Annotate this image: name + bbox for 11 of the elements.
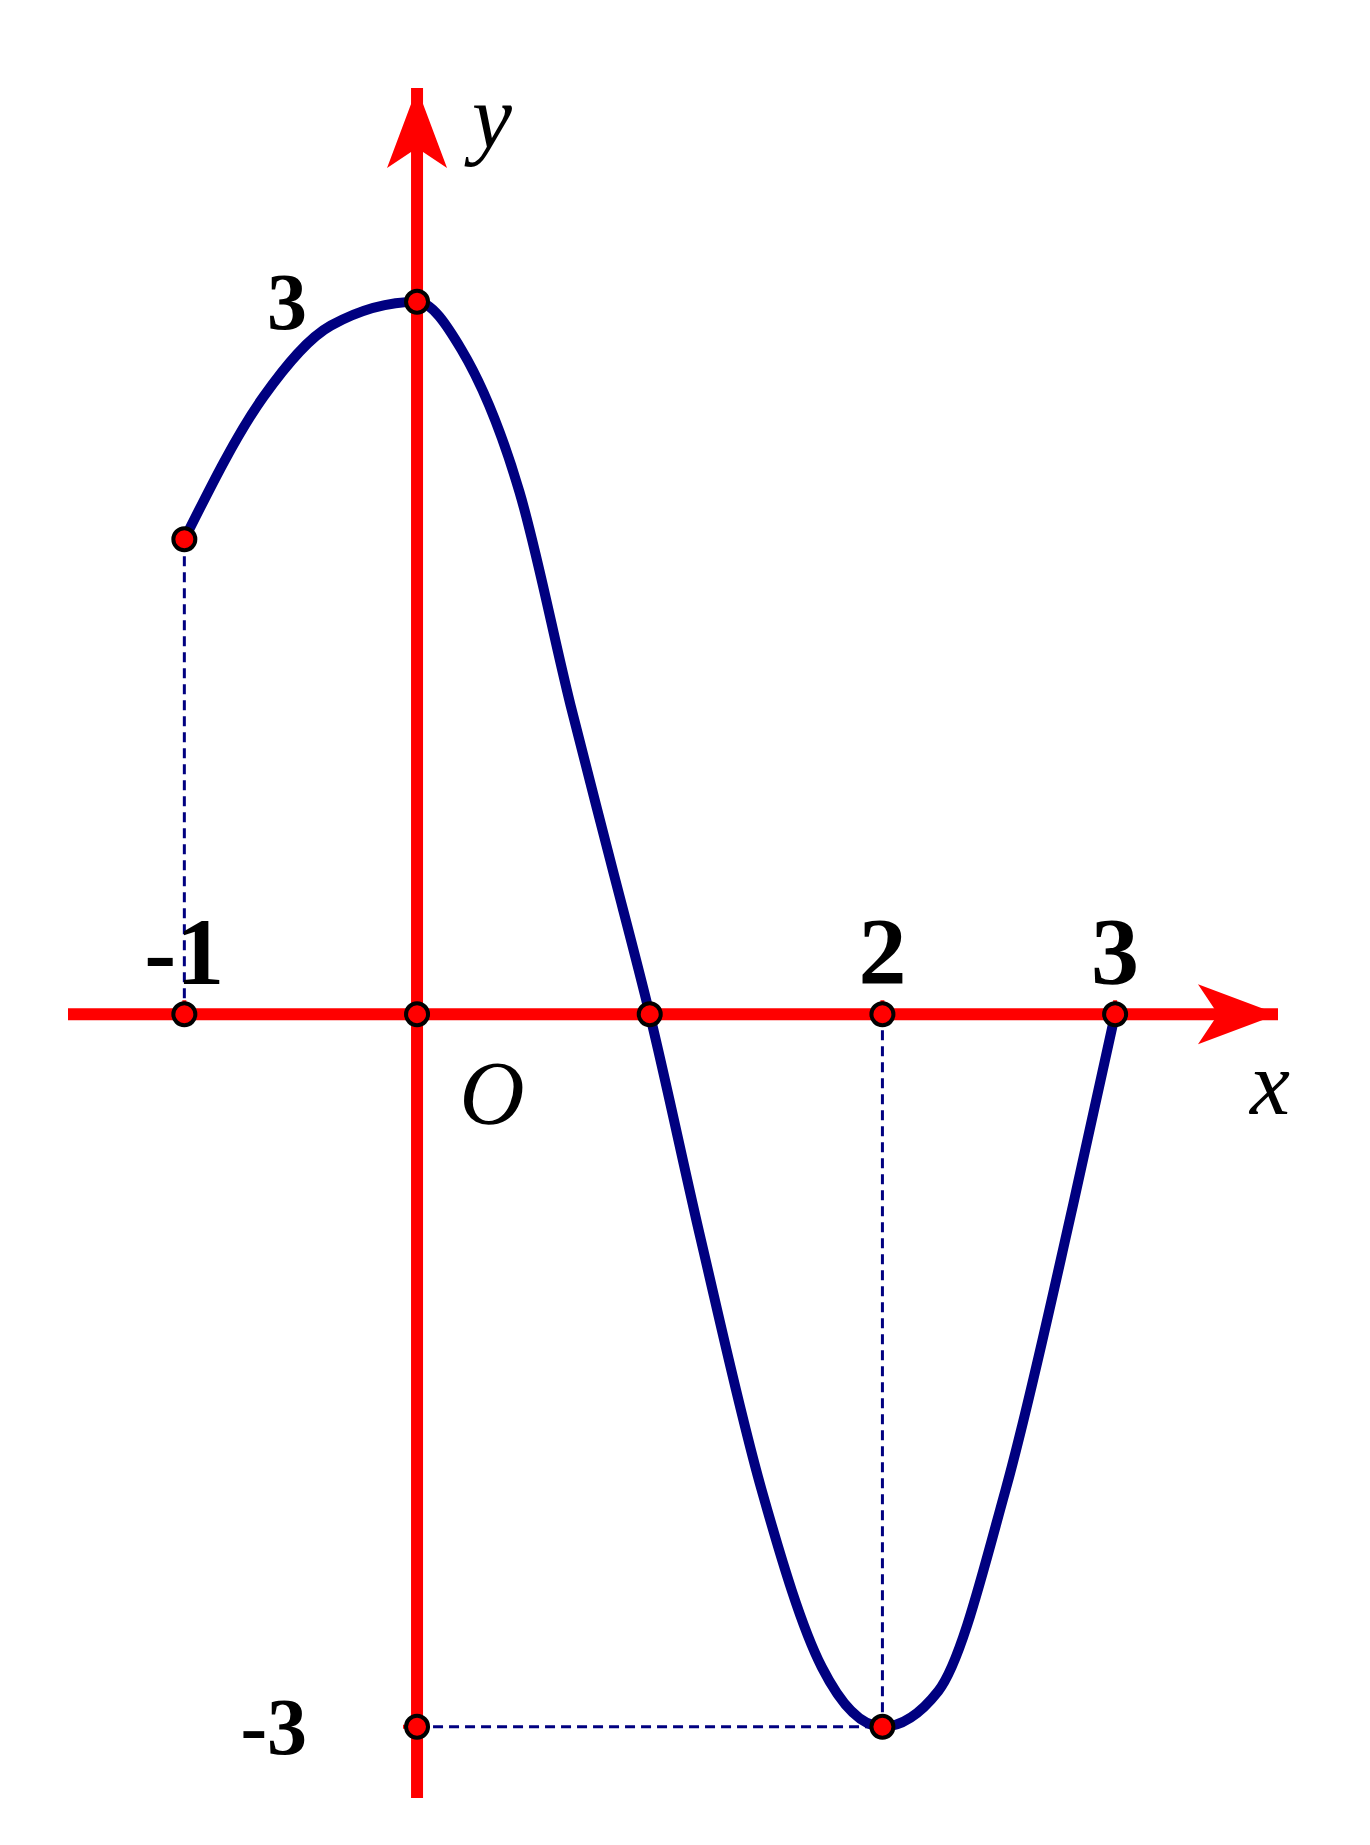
point — [171, 526, 198, 553]
x-tick-label: 3 — [1091, 898, 1140, 1006]
x-axis-title: x — [1248, 1034, 1291, 1134]
y-axis-title: y — [464, 68, 513, 167]
point — [869, 1713, 896, 1740]
annotation: O — [459, 1044, 525, 1144]
x-tick-label: 2 — [858, 898, 907, 1006]
x-tick-label: -1 — [144, 898, 225, 1006]
point — [404, 288, 431, 315]
point — [404, 1713, 431, 1740]
y-tick-label: -3 — [240, 1682, 308, 1771]
